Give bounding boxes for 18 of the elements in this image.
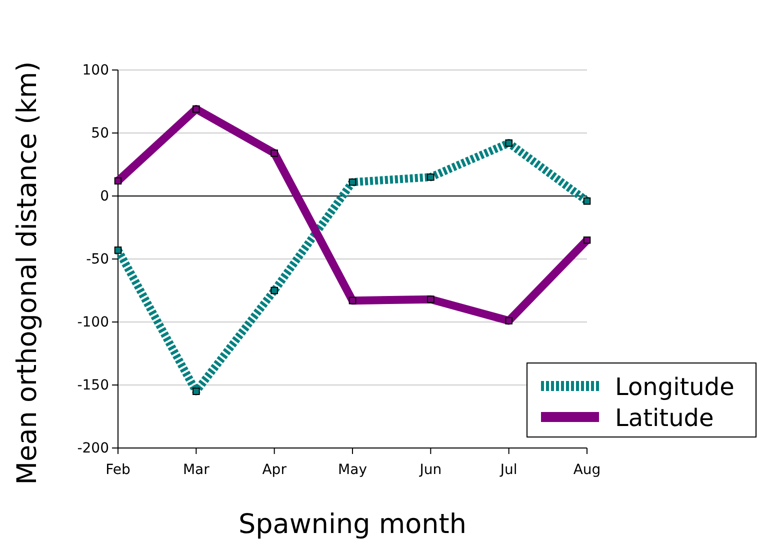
y-tick-label: -150	[77, 377, 109, 394]
x-tick-label: May	[338, 462, 367, 478]
y-tick-label: 50	[91, 125, 109, 142]
x-tick-label: Apr	[262, 462, 287, 478]
x-tick-label: Mar	[182, 462, 210, 478]
x-tick-label: Jul	[499, 462, 518, 478]
y-tick-label: 0	[100, 188, 109, 204]
x-tick-label: Feb	[106, 462, 130, 478]
y-tick-label: 100	[82, 62, 109, 78]
legend-label: Latitude	[615, 404, 714, 432]
x-tick-label: Aug	[573, 462, 601, 478]
y-tick-label: -200	[77, 440, 109, 456]
y-tick-label: -50	[86, 251, 109, 268]
x-tick-label: Jun	[418, 462, 442, 478]
legend-label: Longitude	[615, 373, 734, 401]
x-axis-title: Spawning month	[238, 509, 466, 540]
y-tick-label: -100	[77, 314, 109, 330]
y-axis-title: Mean orthogonal distance (km)	[12, 61, 43, 485]
